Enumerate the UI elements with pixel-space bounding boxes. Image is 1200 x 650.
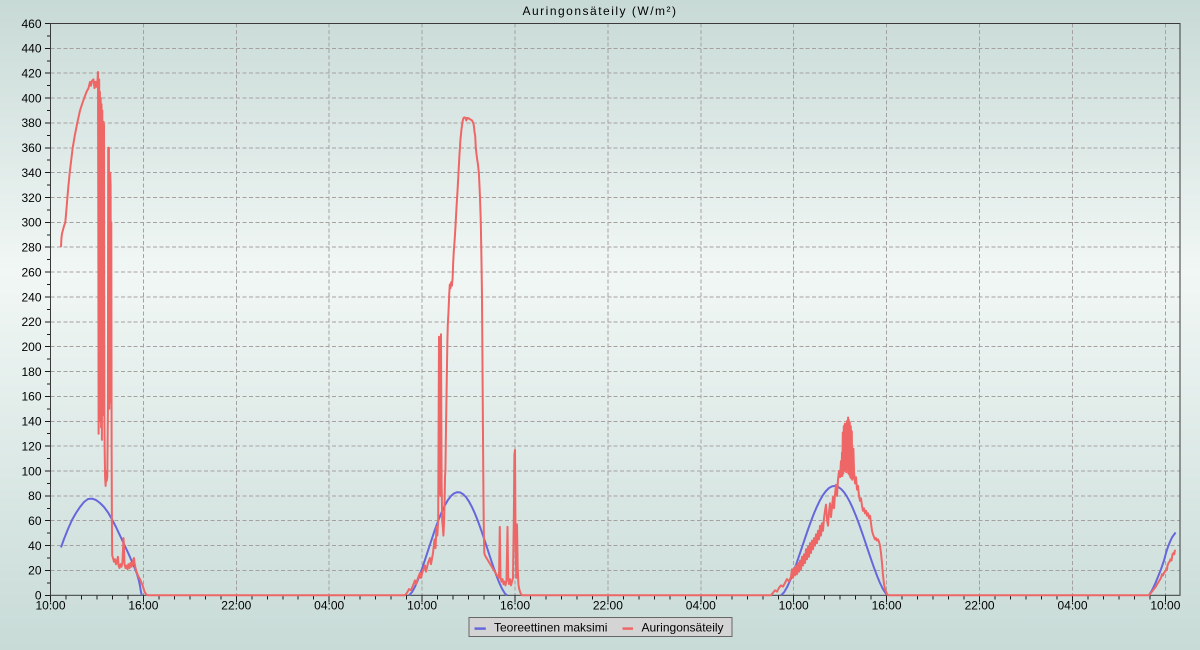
svg-text:100: 100 bbox=[21, 464, 41, 478]
svg-text:Auringonsäteily (W/m²): Auringonsäteily (W/m²) bbox=[522, 4, 677, 18]
svg-text:16:00: 16:00 bbox=[128, 599, 158, 613]
svg-text:200: 200 bbox=[21, 340, 41, 354]
svg-text:04:00: 04:00 bbox=[686, 599, 716, 613]
svg-text:80: 80 bbox=[28, 489, 42, 503]
svg-text:10:00: 10:00 bbox=[1150, 599, 1180, 613]
svg-text:160: 160 bbox=[21, 390, 41, 404]
svg-text:40: 40 bbox=[28, 539, 42, 553]
svg-text:Auringonsäteily: Auringonsäteily bbox=[642, 621, 724, 635]
svg-text:04:00: 04:00 bbox=[1057, 599, 1087, 613]
svg-text:120: 120 bbox=[21, 439, 41, 453]
svg-text:440: 440 bbox=[21, 42, 41, 56]
svg-text:220: 220 bbox=[21, 315, 41, 329]
svg-text:22:00: 22:00 bbox=[593, 599, 623, 613]
svg-text:10:00: 10:00 bbox=[407, 599, 437, 613]
svg-text:180: 180 bbox=[21, 365, 41, 379]
svg-text:20: 20 bbox=[28, 564, 42, 578]
svg-text:10:00: 10:00 bbox=[779, 599, 809, 613]
svg-text:240: 240 bbox=[21, 290, 41, 304]
svg-text:140: 140 bbox=[21, 415, 41, 429]
svg-text:04:00: 04:00 bbox=[314, 599, 344, 613]
svg-text:300: 300 bbox=[21, 216, 41, 230]
svg-text:Teoreettinen maksimi: Teoreettinen maksimi bbox=[494, 621, 607, 635]
svg-text:400: 400 bbox=[21, 91, 41, 105]
svg-text:0: 0 bbox=[35, 589, 42, 603]
svg-text:22:00: 22:00 bbox=[965, 599, 995, 613]
svg-text:22:00: 22:00 bbox=[221, 599, 251, 613]
svg-text:420: 420 bbox=[21, 67, 41, 81]
svg-text:10:00: 10:00 bbox=[35, 599, 65, 613]
svg-text:16:00: 16:00 bbox=[872, 599, 902, 613]
svg-text:360: 360 bbox=[21, 141, 41, 155]
svg-text:460: 460 bbox=[21, 17, 41, 31]
svg-text:320: 320 bbox=[21, 191, 41, 205]
svg-text:260: 260 bbox=[21, 265, 41, 279]
svg-text:16:00: 16:00 bbox=[500, 599, 530, 613]
svg-text:280: 280 bbox=[21, 241, 41, 255]
svg-text:340: 340 bbox=[21, 166, 41, 180]
svg-text:380: 380 bbox=[21, 116, 41, 130]
svg-text:60: 60 bbox=[28, 514, 42, 528]
